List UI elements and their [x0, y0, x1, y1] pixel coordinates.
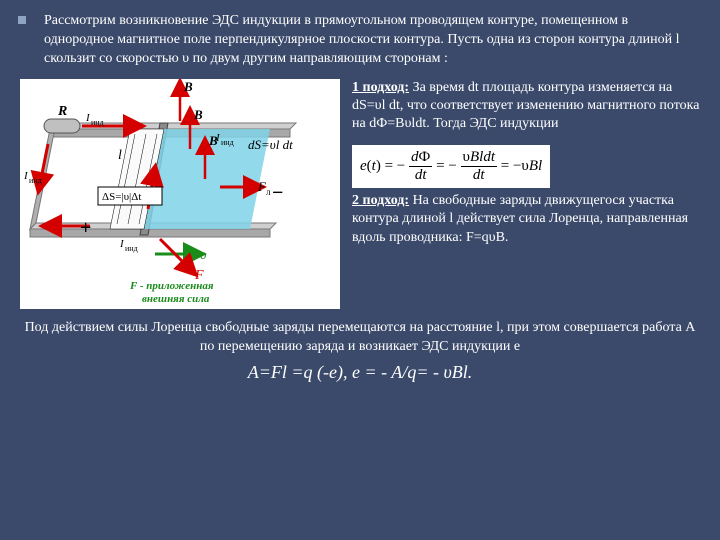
middle-row: l ΔS=|υ|Δt + − F л υ F B B B R I инд I и [20, 79, 700, 309]
svg-text:R: R [57, 104, 67, 119]
approach1: 1 подход: За время dt площадь контура из… [352, 79, 700, 134]
svg-text:инд: инд [29, 176, 42, 185]
bullet-marker [18, 16, 26, 24]
emf-formula: e(t) = − dФdt = − υBldtdt = −υBl [352, 145, 550, 188]
svg-text:F - приложенная: F - приложенная [129, 280, 214, 292]
svg-text:B: B [183, 79, 193, 94]
bottom-text: Под действием силы Лоренца свободные зар… [20, 319, 700, 357]
final-formula: A=Fl =q (-e), e = - A/q= - υBl. [20, 362, 700, 383]
svg-text:внешняя сила: внешняя сила [142, 293, 210, 305]
circuit-diagram: l ΔS=|υ|Δt + − F л υ F B B B R I инд I и [20, 79, 340, 309]
approach2: 2 подход: На свободные заряды движущегос… [352, 192, 700, 247]
svg-text:ΔS=|υ|Δt: ΔS=|υ|Δt [102, 191, 141, 203]
svg-text:B: B [193, 107, 203, 122]
svg-text:инд: инд [125, 244, 138, 253]
svg-text:l: l [118, 148, 122, 163]
svg-text:инд: инд [91, 118, 104, 127]
svg-text:+: + [80, 217, 91, 239]
intro-text: Рассмотрим возникновение ЭДС индукции в … [44, 12, 700, 69]
svg-text:−: − [272, 182, 283, 204]
approach2-lead: 2 подход: [352, 193, 409, 208]
svg-text:υ: υ [200, 248, 206, 263]
svg-text:л: л [266, 187, 271, 197]
svg-text:инд: инд [221, 138, 234, 147]
approach1-lead: 1 подход: [352, 80, 409, 95]
ds-formula: dS=υl dt [248, 137, 293, 153]
side-column: 1 подход: За время dt площадь контура из… [352, 79, 700, 255]
